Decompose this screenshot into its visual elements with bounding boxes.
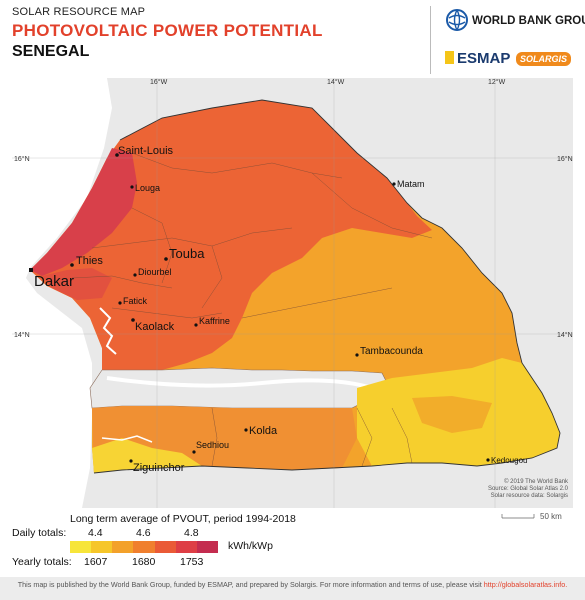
- city-markers: Saint-Louis Louga Matam Thies Dakar Toub…: [29, 145, 527, 474]
- legend-swatch-2: [91, 541, 113, 553]
- map-credits: © 2019 The World Bank Source: Global Sol…: [488, 478, 569, 499]
- legend-daily-tick-2: 4.6: [136, 527, 151, 539]
- globe-icon: [446, 9, 468, 31]
- footer-text: This map is published by the World Bank …: [17, 580, 482, 589]
- city-louga: Louga: [135, 183, 160, 193]
- credit-line-3: Solar resource data: Solargis: [491, 493, 568, 499]
- city-matam: Matam: [397, 179, 425, 189]
- header-divider: [430, 6, 431, 74]
- casamance-river: [101, 435, 153, 443]
- legend-swatch-3: [112, 541, 134, 553]
- city-ziguinchor: Ziguinchor: [133, 462, 185, 474]
- legend-yearly-tick-3: 1753: [180, 556, 204, 568]
- legend-daily-tick-1: 4.4: [88, 527, 103, 539]
- legend-title: Long term average of PVOUT, period 1994-…: [70, 513, 296, 525]
- footer: This map is published by the World Bank …: [0, 577, 585, 600]
- city-fatick: Fatick: [123, 296, 148, 306]
- lon-label-14w: 14°W: [327, 78, 345, 86]
- map-title: PHOTOVOLTAIC POWER POTENTIAL: [12, 21, 323, 40]
- zone-coastal: [42, 268, 112, 300]
- city-thies: Thies: [76, 255, 103, 267]
- zone-southeast-mid: [412, 396, 492, 433]
- city-kedougou: Kedougou: [491, 456, 527, 465]
- world-bank-logo: WORLD BANK GROUP: [446, 9, 585, 39]
- city-tambacounda: Tambacounda: [360, 346, 423, 357]
- legend-yearly-label: Yearly totals:: [12, 556, 72, 568]
- esmap-wordmark: ESMAP: [457, 50, 511, 67]
- lat-label-14n: 14°N: [14, 331, 30, 339]
- solargis-logo: SOLARGIS: [516, 52, 572, 66]
- esmap-mark-icon: [445, 51, 454, 64]
- city-kolda: Kolda: [249, 425, 278, 437]
- legend-daily-tick-3: 4.8: [184, 527, 199, 539]
- city-dakar: Dakar: [34, 273, 74, 290]
- lat-label-16n: 16°N: [14, 155, 30, 163]
- pvout-map: 16°W 14°W 12°W 16°N 16°N 14°N 14°N Saint…: [12, 78, 573, 519]
- legend-yearly-tick-1: 1607: [84, 556, 108, 568]
- city-kaolack: Kaolack: [135, 321, 175, 333]
- city-kaffrine: Kaffrine: [199, 316, 230, 326]
- map-frame: 16°W 14°W 12°W 16°N 16°N 14°N 14°N Saint…: [12, 78, 573, 519]
- scale-bar-graphic: 50 km: [501, 512, 562, 521]
- lat-label-16n-right: 16°N: [557, 155, 573, 163]
- city-saint-louis: Saint-Louis: [118, 145, 174, 157]
- header: SOLAR RESOURCE MAP PHOTOVOLTAIC POWER PO…: [12, 6, 323, 61]
- legend-daily-label: Daily totals:: [12, 527, 67, 539]
- city-touba: Touba: [169, 246, 205, 261]
- zone-southwest-low: [92, 438, 202, 473]
- esmap-logo: ESMAP: [445, 50, 510, 67]
- gambia: [89, 367, 388, 409]
- saloum-delta: [99, 307, 117, 355]
- legend-yearly-tick-2: 1680: [132, 556, 156, 568]
- legend-color-bar: [70, 541, 218, 553]
- lat-label-14n-right: 14°N: [557, 331, 573, 339]
- lon-label-12w: 12°W: [488, 78, 506, 86]
- legend-swatch-4: [133, 541, 155, 553]
- legend-swatch-5: [154, 541, 176, 553]
- gambia-river: [106, 376, 373, 390]
- world-bank-wordmark: WORLD BANK GROUP: [472, 15, 585, 27]
- country-name: SENEGAL: [12, 43, 90, 60]
- legend-swatch-6: [175, 541, 197, 553]
- map-subtitle: SOLAR RESOURCE MAP: [12, 6, 146, 18]
- legend-unit: kWh/kWp: [228, 540, 273, 552]
- country-border: [93, 99, 561, 474]
- city-diourbel: Diourbel: [138, 267, 172, 277]
- zone-very-high: [30, 148, 137, 276]
- atlantic-ocean: [12, 78, 112, 508]
- graticule: [12, 78, 573, 508]
- legend-swatch-1: [70, 541, 92, 553]
- footer-link[interactable]: http://globalsolaratlas.info.: [483, 580, 568, 589]
- legend-swatch-7: [196, 541, 218, 553]
- credit-line-1: © 2019 The World Bank: [504, 478, 569, 485]
- credit-line-2: Source: Global Solar Atlas 2.0: [488, 486, 569, 492]
- lon-label-16w: 16°W: [150, 78, 168, 86]
- city-sedhiou: Sedhiou: [196, 440, 229, 450]
- scale-bar-label: 50 km: [540, 512, 562, 521]
